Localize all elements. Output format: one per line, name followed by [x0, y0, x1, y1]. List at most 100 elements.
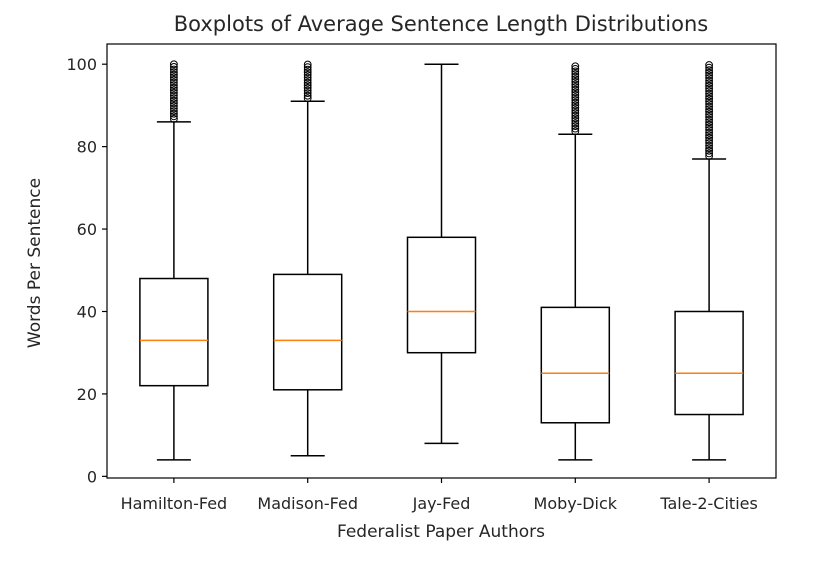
outlier-point [170, 96, 178, 105]
y-tick-label: 20 [77, 385, 97, 404]
outlier-point [303, 91, 312, 100]
x-tick-label: Tale-2-Cities [659, 494, 757, 513]
outlier-point [571, 88, 580, 97]
outlier-point [170, 75, 178, 84]
outlier-point [571, 72, 580, 81]
outlier-point [571, 106, 580, 115]
outlier-point [571, 93, 580, 102]
outlier-point [170, 112, 178, 121]
x-tick-label: Hamilton-Fed [121, 494, 228, 513]
y-tick-label: 40 [77, 302, 97, 321]
outlier-point [571, 90, 580, 99]
x-axis-label: Federalist Paper Authors [337, 522, 545, 542]
outlier-point [705, 110, 713, 119]
outlier-point [170, 70, 178, 79]
outlier-point [705, 74, 713, 82]
outlier-point [571, 114, 580, 123]
outlier-point [705, 131, 713, 140]
outlier-point [571, 124, 580, 133]
outlier-point [705, 68, 713, 77]
outlier-point [705, 79, 713, 88]
outlier-point [170, 86, 178, 95]
outlier-point [571, 80, 580, 89]
outlier-point [705, 120, 713, 129]
outlier-point [705, 139, 713, 147]
outlier-point [571, 122, 580, 130]
outlier-point [571, 67, 580, 76]
outlier-point [303, 65, 312, 74]
outlier-point [170, 73, 178, 82]
outlier-point [705, 97, 713, 106]
outlier-point [170, 114, 178, 123]
outlier-point [571, 75, 580, 84]
outlier-point [705, 152, 713, 160]
outlier-point [705, 113, 713, 121]
outlier-point [571, 119, 580, 128]
outlier-point [571, 98, 580, 107]
outlier-point [170, 83, 178, 92]
outlier-point [170, 94, 178, 102]
outlier-point [705, 146, 713, 155]
outlier-point [170, 91, 178, 100]
y-axis-label: Words Per Sentence [25, 178, 45, 348]
box-iqr [674, 310, 744, 416]
outlier-point [303, 63, 312, 71]
outlier-point [705, 128, 713, 137]
box-iqr [272, 273, 343, 391]
outlier-point [705, 66, 713, 75]
y-tick-label: 80 [77, 138, 97, 157]
chart-title: Boxplots of Average Sentence Length Dist… [174, 12, 708, 36]
outlier-point [571, 96, 580, 104]
outlier-point [705, 94, 713, 103]
outlier-point [170, 65, 178, 74]
outlier-point [170, 99, 178, 108]
outlier-point [705, 149, 713, 158]
outlier-point [170, 109, 178, 118]
x-tick-label: Madison-Fed [257, 494, 358, 513]
outlier-point [705, 76, 713, 85]
outlier-point [170, 88, 178, 97]
outlier-point [705, 123, 713, 132]
outlier-point [303, 94, 312, 103]
outlier-point [170, 60, 178, 69]
outlier-point [705, 126, 713, 134]
outlier-point [571, 111, 580, 120]
outlier-point [705, 81, 713, 90]
y-tick-label: 60 [77, 220, 97, 239]
outlier-point [705, 144, 713, 153]
box-iqr [540, 306, 611, 424]
outlier-point [303, 68, 312, 77]
outlier-point [571, 62, 580, 71]
outlier-point [571, 116, 580, 125]
outlier-point [170, 104, 178, 113]
outlier-point [705, 92, 713, 101]
outlier-point [170, 81, 178, 89]
outlier-point [303, 76, 312, 84]
outlier-point [170, 107, 178, 115]
outlier-point [571, 70, 580, 78]
outlier-point [303, 70, 312, 79]
outlier-point [705, 87, 713, 95]
outlier-point [170, 62, 178, 71]
outlier-point [705, 115, 713, 124]
outlier-point [571, 127, 580, 136]
outlier-point [705, 118, 713, 127]
outlier-point [303, 73, 312, 82]
x-tick-label: Jay-Fed [412, 494, 471, 513]
outlier-point [303, 89, 312, 97]
outlier-point [705, 133, 713, 142]
outlier-point [705, 105, 713, 114]
outlier-point [571, 101, 580, 110]
box-iqr [139, 277, 209, 387]
outlier-point [571, 103, 580, 112]
plot-area: 0 20 40 60 80 100 Hamilton-Fed Madison-Fed Jay-F… [66, 43, 777, 513]
box-iqr [406, 236, 477, 354]
outlier-point [705, 63, 713, 72]
outlier-point [705, 107, 713, 116]
outlier-point [303, 86, 312, 95]
outlier-point [705, 136, 713, 145]
outlier-point [571, 85, 580, 94]
outlier-point [571, 64, 580, 73]
outlier-point [170, 101, 178, 110]
